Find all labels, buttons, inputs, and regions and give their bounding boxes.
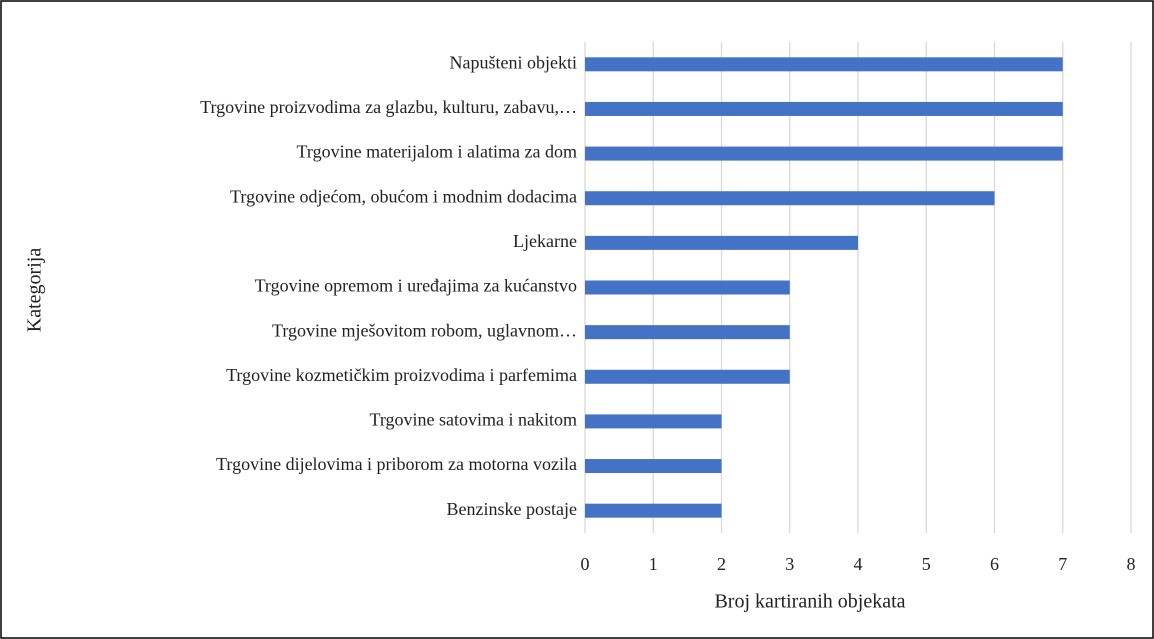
y-tick-label: Trgovine odjećom, obućom i modnim dodaci… [230, 186, 577, 206]
x-tick-label: 3 [785, 554, 794, 574]
bar [585, 325, 790, 340]
x-tick-label: 7 [1058, 554, 1067, 574]
x-tick-label: 6 [990, 554, 999, 574]
bar [585, 101, 1063, 116]
y-tick-label: Benzinske postaje [447, 499, 577, 519]
bar [585, 414, 722, 429]
y-axis-title: Kategorija [24, 248, 46, 333]
bar [585, 57, 1063, 72]
y-tick-label: Ljekarne [513, 231, 577, 251]
bar [585, 503, 722, 518]
bar [585, 280, 790, 295]
x-axis-title: Broj kartiranih objekata [714, 591, 905, 613]
y-tick-label: Napušteni objekti [450, 52, 577, 72]
y-tick-label: Trgovine proizvodima za glazbu, kulturu,… [200, 97, 577, 117]
x-tick-label: 0 [581, 554, 590, 574]
bar [585, 146, 1063, 161]
bar [585, 191, 995, 206]
x-tick-label: 4 [854, 554, 863, 574]
x-tick-label: 5 [922, 554, 931, 574]
bar [585, 459, 722, 474]
bar [585, 369, 790, 384]
y-tick-label: Trgovine mješovitom robom, uglavnom… [272, 320, 577, 340]
y-tick-label: Trgovine dijelovima i priborom za motorn… [216, 454, 577, 474]
y-tick-label: Trgovine satovima i nakitom [369, 410, 577, 430]
x-tick-label: 2 [717, 554, 726, 574]
y-tick-label: Trgovine kozmetičkim proizvodima i parfe… [226, 365, 577, 385]
x-tick-label: 1 [649, 554, 658, 574]
bar [585, 235, 858, 250]
y-tick-label: Trgovine materijalom i alatima za dom [297, 142, 577, 162]
y-tick-label: Trgovine opremom i uređajima za kućanstv… [255, 276, 577, 296]
x-tick-label: 8 [1127, 554, 1136, 574]
